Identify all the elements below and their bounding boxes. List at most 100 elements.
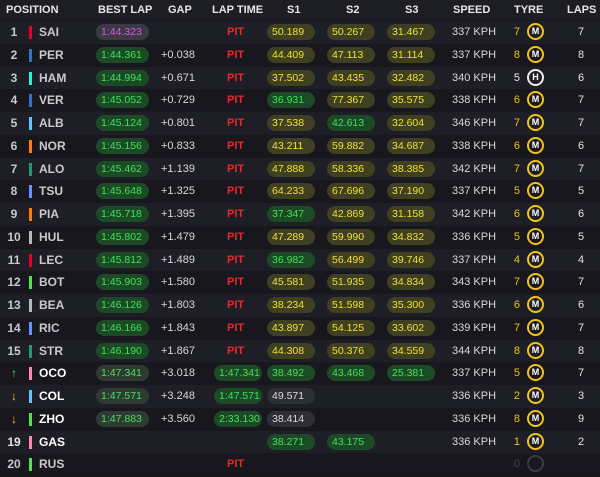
header-tyre[interactable]: TYRE: [514, 4, 544, 16]
driver-code[interactable]: RUS: [39, 457, 65, 472]
best-lap-time: 1:44.323: [96, 24, 149, 40]
tyre-age: 8: [513, 344, 520, 357]
speed-value: 342 KPH: [452, 162, 497, 175]
pit-status: PIT: [227, 139, 245, 152]
gap-value: +1.139: [161, 162, 195, 175]
team-color-bar: [29, 276, 32, 290]
team-color-bar: [29, 412, 32, 426]
table-row[interactable]: 10 HUL 1:45.802 +1.479 PIT 47.289 59.990 34.832…: [0, 225, 600, 249]
table-row[interactable]: 2 PER 1:44.361 +0.038 PIT 44.409 47.113 31.114 3…: [0, 43, 600, 67]
driver-code[interactable]: BOT: [39, 275, 65, 290]
driver-code[interactable]: TSU: [39, 184, 63, 199]
gap-value: +3.248: [161, 390, 195, 402]
driver-code[interactable]: BEA: [39, 298, 65, 312]
table-row[interactable]: 15 STR 1:46.190 +1.867 PIT 44.308 50.376 34.559…: [0, 339, 600, 363]
sector-s2-time: 47.113: [327, 46, 375, 63]
table-row[interactable]: 20 RUS PIT 0: [0, 453, 600, 476]
table-row[interactable]: ↓ ZHO 1:47.883 +3.560 2:33.130 38.414 336 KPH 8…: [0, 407, 600, 431]
driver-code[interactable]: NOR: [39, 138, 66, 153]
table-row[interactable]: 3 HAM 1:44.994 +0.671 PIT 37.502 43.435 32.482 3…: [0, 66, 600, 90]
driver-code[interactable]: OCO: [39, 366, 67, 381]
table-row[interactable]: 19 GAS 38.271 43.175 336 KPH 1 M 2: [0, 430, 600, 454]
driver-code[interactable]: HAM: [39, 70, 67, 85]
header-speed[interactable]: SPEED: [453, 4, 491, 16]
table-row[interactable]: 5 ALB 1:45.124 +0.801 PIT 37.538 42.613 32.604 3…: [0, 112, 600, 135]
table-row[interactable]: 8 TSU 1:45.648 +1.325 PIT 64.233 67.696 37.190 3…: [0, 180, 600, 203]
speed-value: 336 KPH: [452, 435, 497, 448]
gap-value: +0.833: [161, 139, 195, 152]
driver-code[interactable]: HUL: [39, 229, 64, 244]
sector-s3-time: 39.746: [387, 251, 435, 268]
best-lap-time: 1:45.462: [96, 160, 149, 177]
position-number: 19: [7, 434, 21, 449]
position-number: 2: [10, 47, 18, 62]
sector-s3-time: 33.602: [387, 319, 435, 336]
sector-s3-time: 38.385: [387, 160, 435, 177]
header-best-lap[interactable]: BEST LAP: [98, 4, 153, 16]
driver-code[interactable]: VER: [39, 93, 64, 108]
table-row[interactable]: 6 NOR 1:45.156 +0.833 PIT 43.211 59.882 34.687 3…: [0, 134, 600, 158]
laps-count: 7: [577, 321, 585, 334]
driver-code[interactable]: PIA: [39, 207, 60, 221]
laps-count: 4: [577, 253, 585, 266]
driver-code[interactable]: RIC: [39, 320, 60, 335]
pit-status: PIT: [227, 71, 245, 84]
sector-s2-time: 50.267: [327, 24, 375, 40]
sector-s3-time: 37.190: [387, 183, 435, 200]
medium-tyre-icon: M: [527, 387, 544, 404]
sector-s1-time: 50.189: [267, 24, 315, 40]
team-color-bar: [29, 162, 32, 176]
pit-status: PIT: [227, 208, 245, 220]
table-row[interactable]: 13 BEA 1:46.126 +1.803 PIT 38.234 51.598 35.300…: [0, 294, 600, 317]
laps-count: 5: [577, 230, 585, 243]
table-row[interactable]: 12 BOT 1:45.903 +1.580 PIT 45.581 51.935 34.834…: [0, 271, 600, 294]
driver-code[interactable]: SAI: [39, 25, 60, 39]
header-s2[interactable]: S2: [346, 4, 360, 16]
driver-code[interactable]: ALB: [39, 116, 64, 130]
table-header: POSITION BEST LAP GAP LAP TIME S1 S2 S3 …: [0, 0, 600, 20]
header-lap-time[interactable]: LAP TIME: [212, 4, 264, 16]
sector-s3-time: 34.832: [387, 228, 435, 245]
header-laps[interactable]: LAPS: [567, 4, 597, 16]
pit-status: PIT: [227, 94, 245, 107]
driver-code[interactable]: PER: [39, 47, 64, 62]
driver-code[interactable]: ZHO: [39, 411, 65, 426]
sector-s3-time: 34.834: [387, 274, 435, 291]
tyre-age: 4: [513, 253, 520, 266]
driver-code[interactable]: GAS: [39, 434, 66, 449]
table-row[interactable]: ↑ OCO 1:47.341 +3.018 1:47.341 38.492 43.468 25…: [0, 362, 600, 385]
medium-tyre-icon: M: [527, 250, 544, 268]
header-s1[interactable]: S1: [287, 4, 301, 16]
speed-value: 336 KPH: [452, 390, 497, 402]
team-color-bar: [29, 390, 32, 403]
table-row[interactable]: 1 SAI 1:44.323 PIT 50.189 50.267 31.467 337 KPH…: [0, 21, 600, 44]
lap-time: 1:47.571: [214, 388, 262, 404]
laps-count: 7: [577, 94, 585, 107]
sector-s2-time: 42.869: [327, 206, 375, 222]
medium-tyre-icon: M: [527, 409, 544, 427]
header-s3[interactable]: S3: [405, 4, 419, 16]
pit-status: PIT: [227, 48, 245, 61]
table-row[interactable]: 9 PIA 1:45.718 +1.395 PIT 37.347 42.869 31.158 3…: [0, 203, 600, 226]
position-number: 5: [10, 116, 18, 130]
medium-tyre-icon: M: [527, 91, 544, 109]
tyre-age: 8: [513, 412, 520, 425]
best-lap-time: 1:47.883: [96, 410, 149, 427]
table-row[interactable]: 4 VER 1:45.052 +0.729 PIT 36.931 77.367 35.575 3…: [0, 89, 600, 112]
table-row[interactable]: ↓ COL 1:47.571 +3.248 1:47.571 49.571 336 KPH 2…: [0, 385, 600, 408]
position-number: 20: [7, 457, 21, 472]
best-lap-time: 1:46.166: [96, 319, 149, 336]
driver-code[interactable]: STR: [39, 343, 63, 358]
sector-s1-time: 37.347: [267, 206, 315, 222]
driver-code[interactable]: ALO: [39, 161, 65, 176]
table-row[interactable]: 11 LEC 1:45.812 +1.489 PIT 36.982 56.499 39.746…: [0, 248, 600, 272]
medium-tyre-icon: M: [527, 341, 544, 359]
table-row[interactable]: 14 RIC 1:46.166 +1.843 PIT 43.897 54.125 33.602…: [0, 316, 600, 340]
header-gap[interactable]: GAP: [168, 4, 192, 16]
table-row[interactable]: 7 ALO 1:45.462 +1.139 PIT 47.888 58.336 38.385 3…: [0, 157, 600, 181]
speed-value: 339 KPH: [452, 321, 497, 334]
driver-code[interactable]: COL: [39, 389, 65, 403]
driver-code[interactable]: LEC: [39, 252, 63, 267]
pit-status: PIT: [227, 253, 245, 266]
header-position[interactable]: POSITION: [6, 4, 59, 16]
